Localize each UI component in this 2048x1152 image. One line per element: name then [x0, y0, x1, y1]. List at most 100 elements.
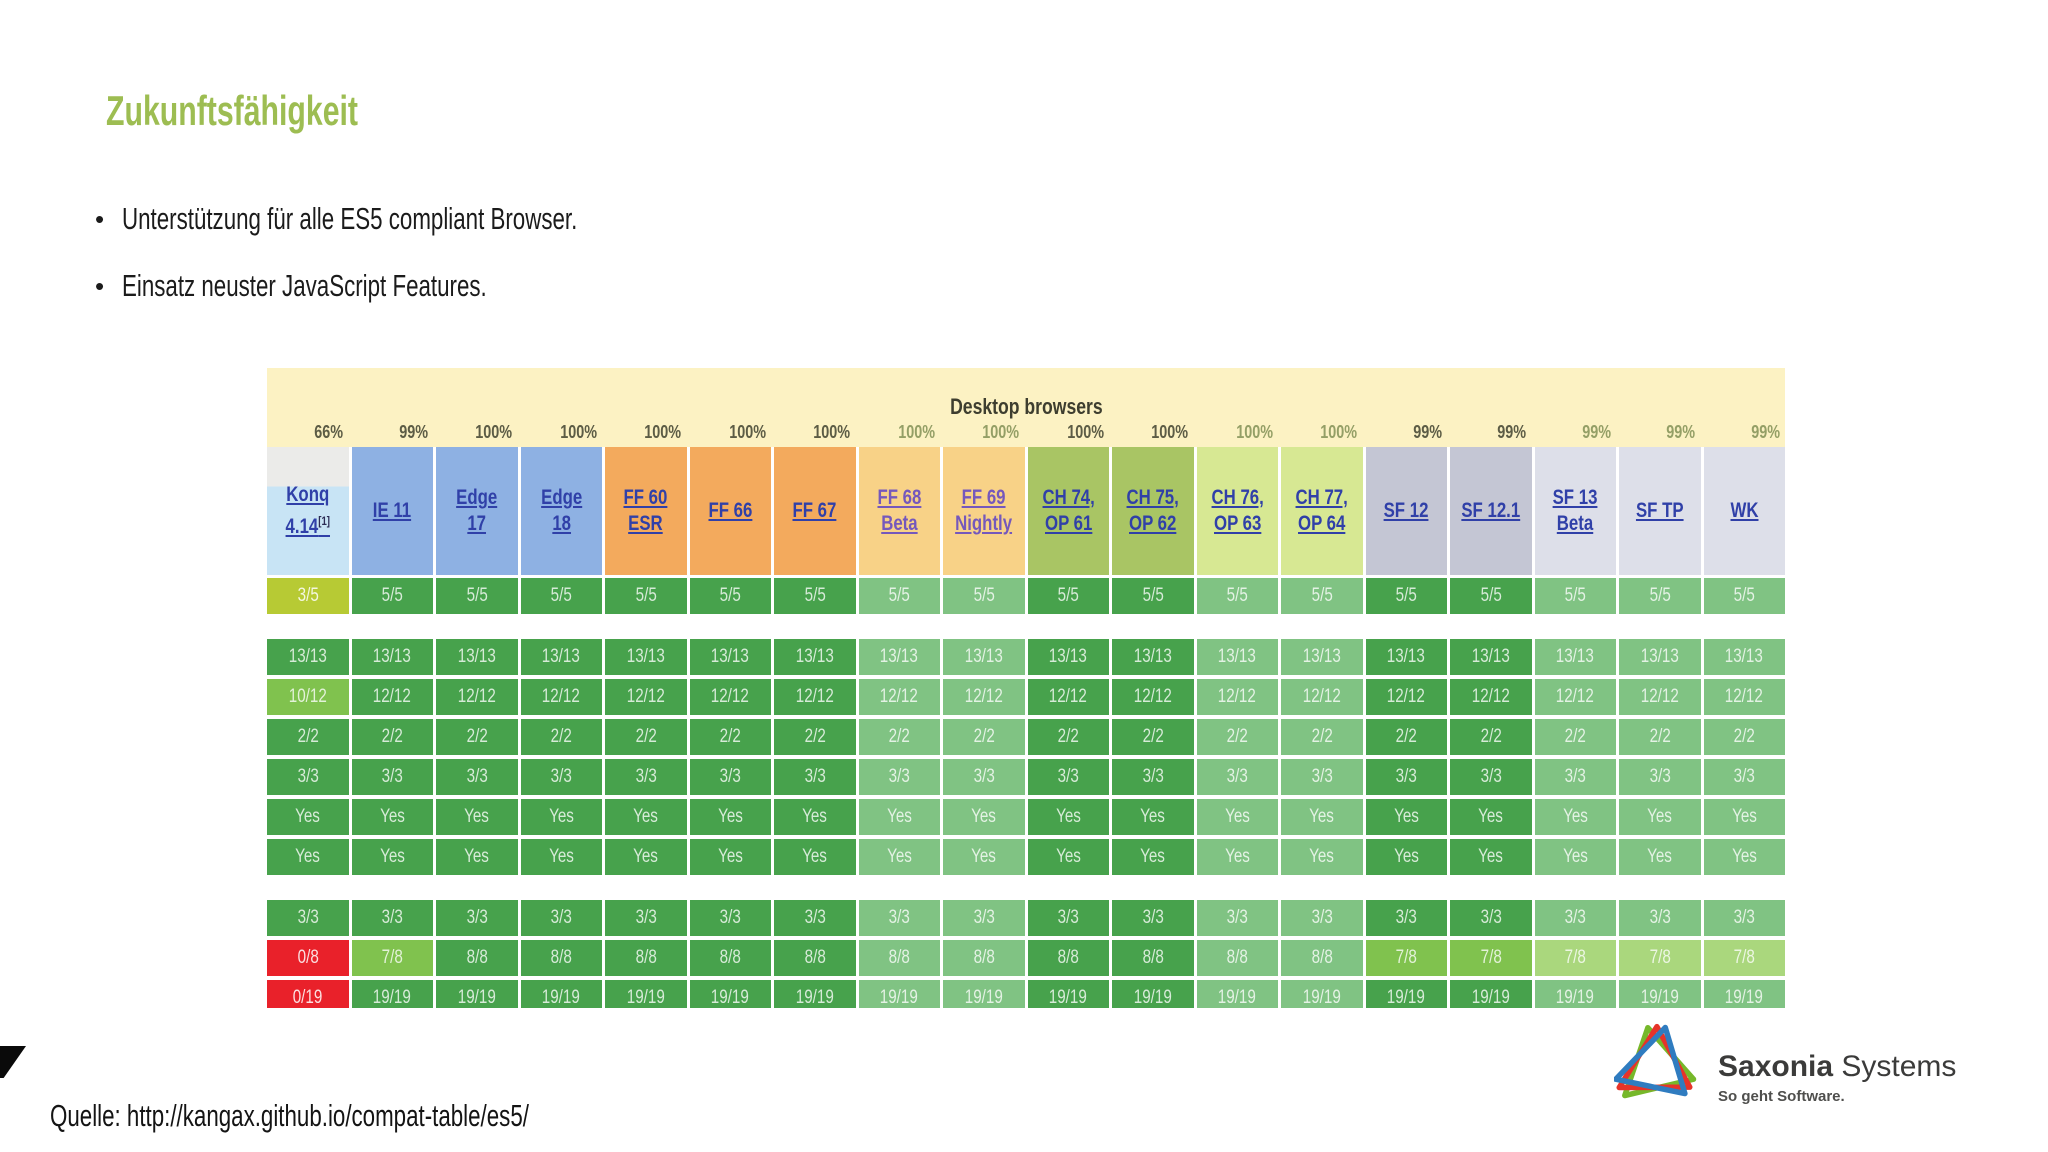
table-row: 0/19 19/19 19/19 19/19 19/19 19/19 19/19 19/19 1… [267, 980, 1785, 1008]
compat-cell: 13/13 [1027, 639, 1109, 675]
compat-cell: 3/3 [1365, 900, 1447, 936]
browser-link[interactable]: CH 74, OP 61 [1042, 486, 1095, 535]
compat-cell: Yes [1450, 799, 1532, 835]
compat-cell: 3/3 [1619, 759, 1701, 795]
browser-link[interactable]: FF 66 [708, 499, 753, 522]
compat-cell: 5/5 [1534, 578, 1616, 614]
compat-cell: 8/8 [943, 940, 1025, 976]
browser-header-cell: SF 12 [1365, 447, 1447, 575]
compat-cell: 3/3 [520, 759, 602, 795]
column-percent: 100% [729, 422, 766, 442]
compat-cell: 19/19 [1450, 980, 1532, 1008]
compat-cell: Yes [1196, 799, 1278, 835]
browser-link[interactable]: CH 77, OP 64 [1295, 486, 1348, 535]
page-title-text: Zukunftsfähigkeit [106, 87, 359, 134]
browser-link[interactable]: Konq 4.14[1] [285, 483, 330, 538]
browser-link[interactable]: SF 13 Beta [1552, 486, 1598, 535]
compat-cell: 19/19 [1619, 980, 1701, 1008]
browser-link[interactable]: IE 11 [373, 499, 412, 522]
browser-link[interactable]: FF 60 ESR [623, 486, 668, 535]
compat-cell: Yes [520, 839, 602, 875]
compat-cell: 5/5 [436, 578, 518, 614]
column-percent: 99% [1497, 422, 1527, 442]
compat-cell: 13/13 [351, 639, 433, 675]
column-percent: 99% [1413, 422, 1442, 442]
table-row: Yes Yes Yes Yes Yes Yes Yes Yes Yes Yes Yes Yes Yes Y… [267, 799, 1785, 835]
compat-cell: 3/3 [351, 759, 433, 795]
compat-cell: 3/3 [267, 900, 349, 936]
compat-cell: 10/12 [267, 679, 349, 715]
compat-cell: 12/12 [1196, 679, 1278, 715]
browser-link[interactable]: FF 68 Beta [877, 486, 922, 535]
compat-cell: 12/12 [1365, 679, 1447, 715]
table-row: 3/3 3/3 3/3 3/3 3/3 3/3 3/3 3/3 3/3 3/3 3/3 3/3 3/3 3… [267, 900, 1785, 936]
compat-cell: 3/3 [1112, 759, 1194, 795]
compat-cell: 12/12 [1703, 679, 1785, 715]
compat-cell: 0/19 [267, 980, 349, 1008]
compat-cell: 8/8 [1027, 940, 1109, 976]
compat-cell: 3/3 [1196, 759, 1278, 795]
source-line: Quelle: http://kangax.github.io/compat-t… [50, 1097, 715, 1135]
compat-cell: Yes [943, 799, 1025, 835]
percent-row: 66% 99% 100% 100% 100% 100% 100% 100% 100% 100% 10… [267, 414, 1785, 447]
compat-cell: Yes [605, 799, 687, 835]
compat-cell: 5/5 [520, 578, 602, 614]
compat-cell: 5/5 [1619, 578, 1701, 614]
compat-cell: 13/13 [689, 639, 771, 675]
compat-cell: Yes [1534, 799, 1616, 835]
compat-cell: 5/5 [774, 578, 856, 614]
compat-cell: Yes [1703, 839, 1785, 875]
compat-cell: 3/3 [1450, 900, 1532, 936]
compat-cell: 12/12 [605, 679, 687, 715]
browser-header-cell: Edge 18 [520, 447, 602, 575]
browser-header-cell: FF 67 [774, 447, 856, 575]
column-percent: 100% [813, 422, 851, 442]
column-percent: 99% [1666, 422, 1696, 442]
table-row: 3/5 5/5 5/5 5/5 5/5 5/5 5/5 5/5 5/5 5/5 5/5 5/5 5/5 5… [267, 578, 1785, 614]
browser-link[interactable]: SF TP [1635, 499, 1684, 522]
compat-cell: 2/2 [774, 719, 856, 755]
column-percent: 100% [475, 422, 513, 442]
footnote-marker: [1] [318, 514, 330, 528]
compat-cell: 3/3 [520, 900, 602, 936]
page-title: Zukunftsfähigkeit [106, 88, 456, 134]
browser-link[interactable]: SF 12.1 [1461, 499, 1521, 522]
browser-link[interactable]: Edge 17 [456, 486, 498, 535]
browser-link[interactable]: FF 67 [792, 499, 837, 522]
compat-cell: 8/8 [1281, 940, 1363, 976]
column-percent: 100% [898, 422, 935, 442]
compat-cell: 12/12 [943, 679, 1025, 715]
compat-cell: 7/8 [1619, 940, 1701, 976]
bullet-text: Einsatz neuster JavaScript Features. [122, 268, 487, 303]
compat-cell: 19/19 [1534, 980, 1616, 1008]
compat-cell: 8/8 [858, 940, 940, 976]
compat-cell: 2/2 [689, 719, 771, 755]
compat-cell: 2/2 [520, 719, 602, 755]
compat-cell: 7/8 [1450, 940, 1532, 976]
compat-cell: 3/3 [1619, 900, 1701, 936]
browser-link[interactable]: SF 12 [1383, 499, 1429, 522]
browser-link[interactable]: WK [1730, 499, 1759, 522]
compat-cell: 3/3 [1703, 759, 1785, 795]
compat-cell: 3/3 [1450, 759, 1532, 795]
browser-link[interactable]: FF 69 Nightly [955, 486, 1013, 535]
browser-link[interactable]: CH 75, OP 62 [1126, 486, 1179, 535]
browser-link[interactable]: CH 76, OP 63 [1211, 486, 1264, 535]
bullet-dot: • [95, 271, 105, 301]
compat-cell: 12/12 [436, 679, 518, 715]
compat-cell: 12/12 [689, 679, 771, 715]
compat-cell: 2/2 [1534, 719, 1616, 755]
compat-cell: 5/5 [605, 578, 687, 614]
column-percent: 100% [1320, 422, 1358, 442]
browser-header-cell: FF 69 Nightly [943, 447, 1025, 575]
compat-cell: 3/3 [943, 900, 1025, 936]
compat-cell: Yes [520, 799, 602, 835]
compat-cell: 12/12 [351, 679, 433, 715]
bullet-dot: • [95, 204, 105, 234]
compat-cell: 3/3 [267, 759, 349, 795]
compat-cell: 5/5 [858, 578, 940, 614]
bullet-item: • Einsatz neuster JavaScript Features. [95, 266, 629, 306]
compat-cell: 7/8 [351, 940, 433, 976]
browser-link[interactable]: Edge 18 [540, 486, 582, 535]
compat-cell: 7/8 [1534, 940, 1616, 976]
